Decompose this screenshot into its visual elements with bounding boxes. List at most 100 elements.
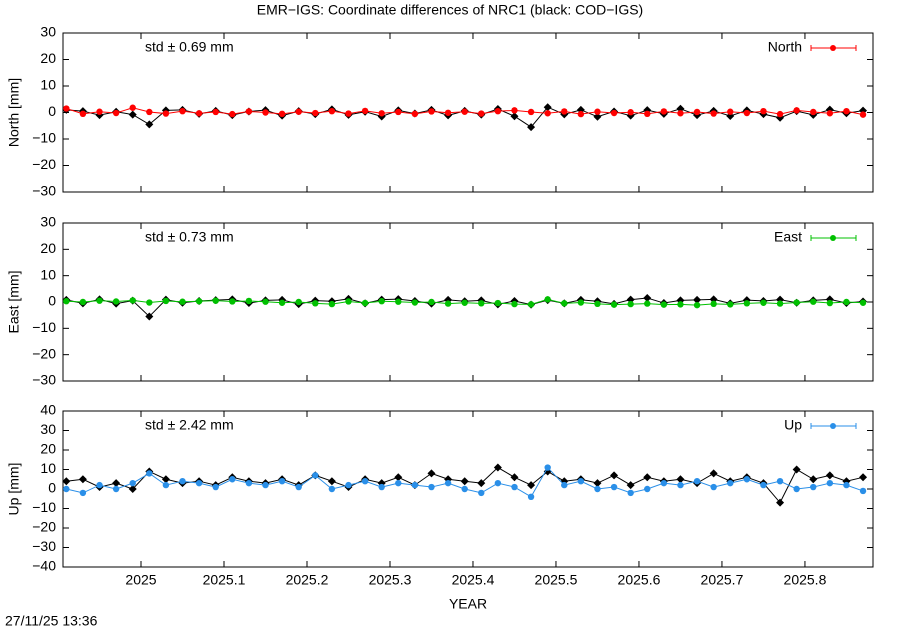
point xyxy=(577,299,585,306)
point xyxy=(760,481,767,489)
point xyxy=(693,295,702,304)
point xyxy=(162,297,170,305)
point xyxy=(62,477,71,486)
point xyxy=(411,299,419,306)
point xyxy=(727,479,734,487)
point xyxy=(96,481,103,489)
point xyxy=(245,297,253,305)
point xyxy=(328,485,336,493)
point xyxy=(826,299,834,307)
point xyxy=(543,103,552,112)
point xyxy=(229,110,236,118)
point xyxy=(676,475,685,484)
point xyxy=(63,485,70,493)
point xyxy=(527,481,536,490)
y-tick-label: 0 xyxy=(48,293,56,309)
point xyxy=(544,110,551,117)
point xyxy=(179,478,186,485)
x-tick-label: 2025 xyxy=(125,572,156,588)
point xyxy=(395,479,402,487)
point xyxy=(112,485,120,493)
point xyxy=(229,298,236,305)
point xyxy=(792,465,801,474)
point xyxy=(693,301,701,309)
point xyxy=(561,481,568,489)
point xyxy=(826,110,834,117)
point xyxy=(63,105,70,112)
x-tick-label: 2025.1 xyxy=(203,572,246,588)
point xyxy=(195,479,203,487)
y-tick-label: 10 xyxy=(40,266,56,282)
point xyxy=(610,109,618,117)
point xyxy=(312,300,319,307)
point xyxy=(843,481,850,489)
point xyxy=(378,298,385,305)
point xyxy=(179,298,186,305)
point xyxy=(776,498,785,507)
point xyxy=(627,489,634,497)
point xyxy=(328,107,336,115)
point xyxy=(793,299,800,306)
y-tick-label: 30 xyxy=(40,214,56,230)
point xyxy=(527,108,535,116)
point xyxy=(112,109,120,117)
point xyxy=(145,312,154,321)
point xyxy=(561,300,568,307)
point xyxy=(378,483,385,491)
point xyxy=(727,301,734,308)
point xyxy=(461,108,468,115)
point xyxy=(743,109,751,117)
point xyxy=(146,108,153,116)
point xyxy=(776,110,784,118)
point xyxy=(129,479,136,487)
point xyxy=(527,123,536,132)
point xyxy=(345,110,352,117)
point xyxy=(493,463,502,472)
point xyxy=(593,479,602,488)
point xyxy=(63,298,70,305)
timestamp: 27/11/25 13:36 xyxy=(5,613,98,629)
point xyxy=(510,112,519,121)
y-tick-label: 0 xyxy=(48,480,56,496)
point xyxy=(212,297,219,304)
point xyxy=(478,300,485,307)
y-tick-label: −20 xyxy=(32,345,56,361)
legend-label: East xyxy=(774,229,802,245)
point xyxy=(162,110,170,117)
point xyxy=(710,110,717,117)
point xyxy=(610,301,618,308)
x-axis-label: YEAR xyxy=(449,596,487,612)
point xyxy=(395,298,402,305)
point xyxy=(278,299,286,306)
y-tick-label: 10 xyxy=(40,77,56,93)
point xyxy=(677,110,684,117)
legend-swatch xyxy=(830,45,836,51)
chart-title: EMR−IGS: Coordinate differences of NRC1 … xyxy=(257,2,643,18)
point xyxy=(544,464,551,471)
point xyxy=(577,478,585,485)
y-tick-label: 40 xyxy=(40,402,56,418)
y-tick-label: 10 xyxy=(40,460,56,476)
y-tick-label: 30 xyxy=(40,421,56,437)
point xyxy=(312,109,319,117)
point xyxy=(843,107,850,115)
point xyxy=(378,110,385,117)
point xyxy=(644,485,651,493)
point xyxy=(361,107,369,115)
point xyxy=(859,111,867,118)
point xyxy=(627,109,634,116)
y-tick-label: −10 xyxy=(32,319,56,335)
point xyxy=(477,479,486,488)
point xyxy=(444,300,452,307)
point xyxy=(461,485,468,493)
point xyxy=(527,301,535,308)
point xyxy=(826,479,834,487)
point xyxy=(395,108,402,116)
point xyxy=(146,470,153,477)
point xyxy=(693,108,701,116)
point xyxy=(361,478,369,485)
point xyxy=(544,296,551,303)
point xyxy=(195,298,203,305)
